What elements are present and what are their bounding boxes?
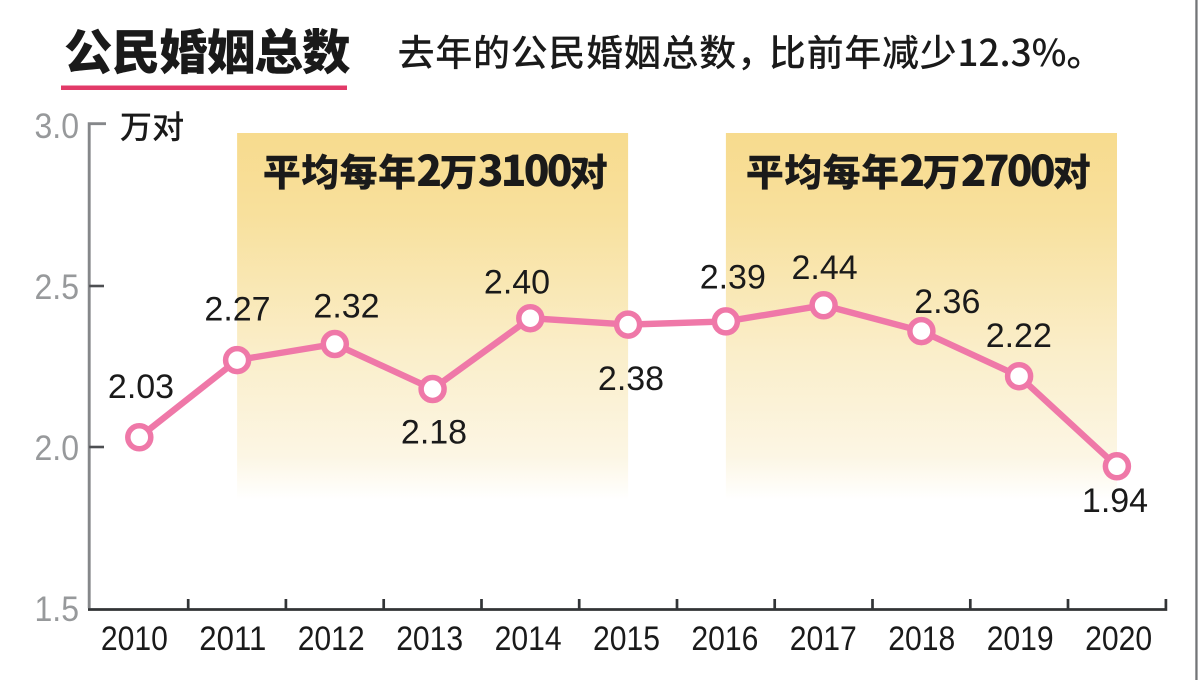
- svg-text:2013: 2013: [396, 620, 463, 658]
- svg-text:2014: 2014: [495, 620, 562, 658]
- svg-text:2.36: 2.36: [914, 283, 980, 321]
- svg-text:2015: 2015: [593, 620, 660, 658]
- svg-text:2.0: 2.0: [35, 428, 80, 468]
- svg-text:2.40: 2.40: [484, 264, 550, 302]
- svg-text:1.5: 1.5: [35, 589, 80, 629]
- svg-text:2017: 2017: [790, 620, 857, 658]
- svg-text:2012: 2012: [298, 620, 365, 658]
- svg-text:2.32: 2.32: [313, 287, 379, 325]
- svg-text:2.22: 2.22: [986, 317, 1052, 355]
- svg-text:1.94: 1.94: [1082, 482, 1148, 520]
- svg-text:2.27: 2.27: [204, 290, 270, 328]
- svg-text:2.44: 2.44: [792, 249, 858, 287]
- svg-text:2.39: 2.39: [700, 259, 766, 297]
- svg-text:2.38: 2.38: [598, 360, 664, 398]
- svg-text:2011: 2011: [199, 620, 266, 658]
- svg-text:3.0: 3.0: [35, 106, 80, 146]
- svg-text:2.18: 2.18: [401, 414, 467, 452]
- svg-text:2018: 2018: [888, 620, 955, 658]
- svg-text:2020: 2020: [1085, 620, 1152, 658]
- svg-text:2016: 2016: [691, 620, 758, 658]
- svg-text:2.5: 2.5: [35, 267, 80, 307]
- svg-text:2010: 2010: [101, 620, 168, 658]
- svg-text:2.03: 2.03: [108, 368, 174, 406]
- svg-text:2019: 2019: [987, 620, 1054, 658]
